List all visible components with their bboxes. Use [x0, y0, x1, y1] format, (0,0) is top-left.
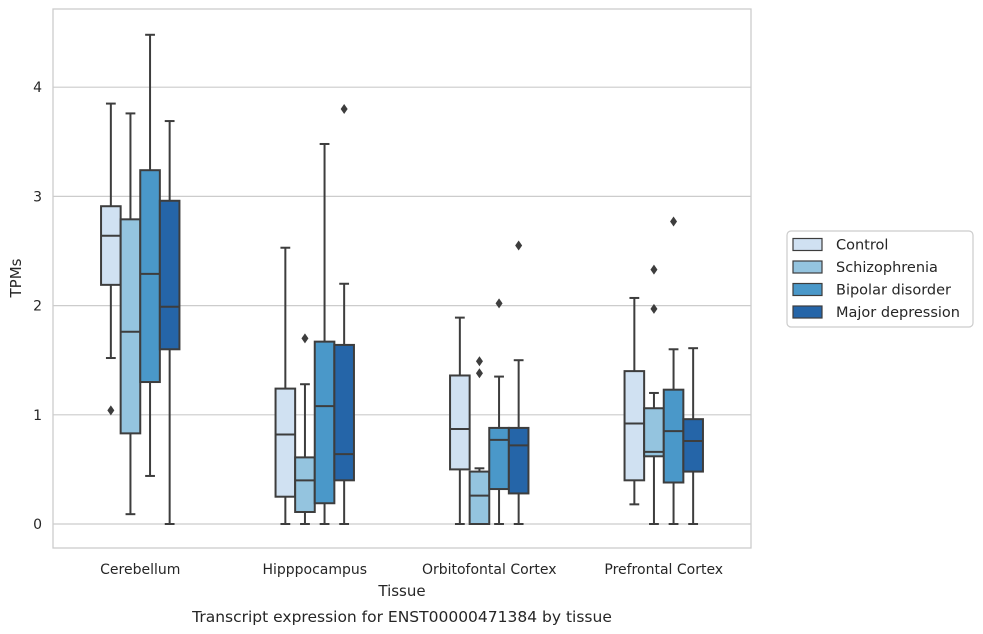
x-tick-label: Hipppocampus — [262, 562, 367, 578]
box-body — [100, 205, 122, 286]
box-2-3 — [507, 240, 530, 525]
box-2-0 — [449, 316, 471, 525]
box-3-2 — [662, 216, 685, 525]
x-tick-label: Cerebellum — [100, 562, 180, 578]
box-body — [294, 456, 316, 513]
chart-caption: Transcript expression for ENST0000047138… — [191, 608, 612, 626]
x-tick-label: Prefrontal Cortex — [604, 562, 723, 578]
box-body — [507, 426, 530, 495]
outlier — [475, 368, 483, 379]
box-3-0 — [623, 296, 646, 506]
box-1-2 — [313, 142, 336, 525]
y-tick-label: 2 — [33, 299, 42, 315]
box-0-1 — [119, 112, 142, 516]
outlier — [475, 356, 483, 367]
outlier — [495, 298, 503, 309]
legend-label: Schizophrenia — [836, 260, 938, 276]
boxes — [100, 33, 704, 526]
box-body — [623, 370, 646, 482]
box-2-1 — [468, 356, 491, 526]
outlier — [670, 216, 678, 227]
box-body — [488, 426, 510, 491]
legend-label: Major depression — [836, 305, 960, 321]
legend-label: Control — [836, 238, 888, 254]
box-body — [682, 418, 704, 473]
box-body — [274, 387, 297, 498]
box-0-3 — [158, 120, 181, 525]
box-body — [662, 388, 685, 484]
outlier — [301, 333, 309, 344]
x-axis-label: Tissue — [377, 582, 425, 600]
outlier — [515, 240, 523, 251]
legend-swatch — [792, 237, 823, 252]
box-body — [158, 199, 181, 351]
plot-area-frame — [52, 8, 752, 549]
outlier — [107, 405, 115, 416]
legend-swatch — [792, 305, 823, 319]
legend-frame — [786, 230, 974, 328]
x-axis-ticks: Cerebellum Hipppocampus Orbitofontal Corte… — [100, 562, 723, 578]
box-body — [468, 470, 491, 526]
y-tick-label: 0 — [33, 517, 42, 533]
box-body — [139, 169, 161, 384]
box-3-1 — [643, 264, 665, 525]
legend: Control Schizophrenia Bipolar disorder Majo… — [786, 230, 974, 328]
y-axis-label: TPMs — [7, 258, 25, 298]
box-body — [449, 374, 471, 471]
box-body — [119, 218, 142, 435]
box-body — [333, 343, 355, 482]
y-tick-label: 1 — [33, 408, 42, 424]
outlier — [650, 303, 658, 314]
box-1-1 — [294, 333, 316, 525]
box-body — [643, 407, 665, 458]
box-body — [313, 340, 336, 505]
legend-swatch — [792, 260, 823, 274]
outlier — [650, 264, 658, 275]
y-tick-label: 3 — [33, 189, 42, 205]
box-3-3 — [682, 347, 704, 525]
box-0-0 — [100, 102, 122, 416]
box-2-2 — [488, 298, 510, 525]
y-axis-ticks: 0 1 2 3 4 — [33, 80, 42, 533]
outlier — [340, 104, 348, 115]
legend-swatch — [792, 282, 823, 297]
box-0-2 — [139, 33, 161, 477]
box-1-0 — [274, 246, 297, 525]
x-tick-label: Orbitofontal Cortex — [422, 562, 557, 578]
box-1-3 — [333, 104, 355, 525]
y-tick-label: 4 — [33, 80, 42, 96]
legend-label: Bipolar disorder — [836, 283, 951, 299]
